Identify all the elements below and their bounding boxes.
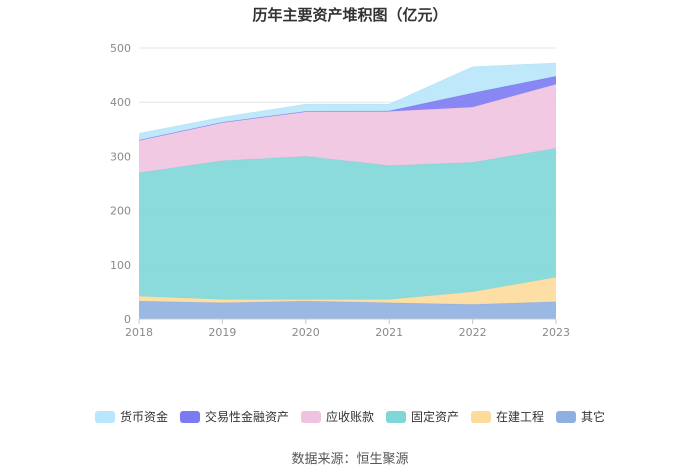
y-tick-label: 200: [110, 205, 131, 218]
y-tick-label: 100: [110, 259, 131, 272]
legend-item[interactable]: 固定资产: [386, 408, 459, 425]
area-其它[interactable]: [139, 301, 556, 319]
x-tick-label: 2021: [375, 326, 403, 339]
area-series: [138, 62, 557, 319]
legend-label: 应收账款: [325, 410, 374, 424]
legend-swatch: [386, 410, 406, 423]
legend-swatch: [300, 410, 321, 423]
legend-swatch: [179, 410, 200, 423]
x-tick-label: 2020: [292, 326, 320, 339]
x-tick-label: 2023: [542, 326, 570, 339]
legend-label: 其它: [581, 410, 606, 424]
area-货币资金[interactable]: [139, 63, 556, 141]
y-tick-label: 0: [124, 313, 131, 326]
area-应收账款[interactable]: [139, 84, 556, 173]
legend-swatch: [471, 410, 492, 423]
legend-swatch: [556, 410, 577, 423]
area-固定资产[interactable]: [139, 148, 556, 300]
y-tick-label: 500: [110, 42, 131, 55]
legend-label: 固定资产: [411, 410, 460, 424]
legend-item[interactable]: 货币资金: [94, 408, 168, 425]
chart-legend[interactable]: 货币资金 交易性金融资产 应收账款 固定资产 在建工程 其它: [0, 408, 700, 425]
chart-title: 历年主要资产堆积图（亿元）: [252, 6, 448, 24]
legend-label: 货币资金: [119, 410, 168, 424]
stacked-area-chart: 0 100 200 300 400 500 2018 2019 2020 2021 2022 2023: [110, 42, 570, 339]
y-tick-label: 400: [110, 96, 131, 109]
legend-label: 交易性金融资产: [204, 410, 289, 424]
data-source: 数据来源：恒生聚源: [291, 452, 409, 467]
area-在建工程[interactable]: [139, 277, 556, 305]
y-tick-label: 300: [110, 150, 131, 163]
legend-item[interactable]: 交易性金融资产: [179, 408, 289, 425]
series-line-货币资金: [138, 62, 557, 135]
x-tick-label: 2019: [208, 326, 236, 339]
axes: 0 100 200 300 400 500 2018 2019 2020 2021 2022 2023: [110, 42, 570, 339]
x-tick-label: 2018: [125, 326, 153, 339]
legend-item[interactable]: 应收账款: [300, 408, 374, 425]
legend-item[interactable]: 在建工程: [471, 408, 544, 425]
x-tick-label: 2022: [459, 326, 487, 339]
legend-swatch: [94, 410, 115, 423]
legend-item[interactable]: 其它: [556, 408, 605, 425]
legend-label: 在建工程: [496, 410, 545, 424]
